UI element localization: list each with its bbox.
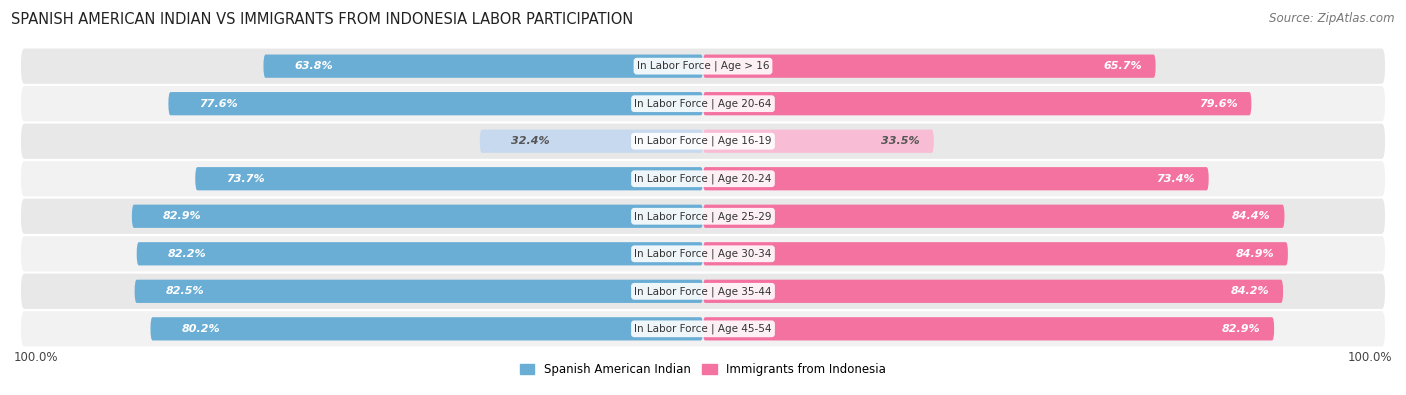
Text: 33.5%: 33.5% xyxy=(882,136,920,146)
Text: 73.7%: 73.7% xyxy=(226,174,264,184)
Text: 84.4%: 84.4% xyxy=(1232,211,1271,221)
Text: 79.6%: 79.6% xyxy=(1199,99,1237,109)
FancyBboxPatch shape xyxy=(132,205,703,228)
FancyBboxPatch shape xyxy=(21,161,1385,196)
FancyBboxPatch shape xyxy=(703,242,1288,265)
Text: In Labor Force | Age 16-19: In Labor Force | Age 16-19 xyxy=(634,136,772,147)
FancyBboxPatch shape xyxy=(703,92,1251,115)
FancyBboxPatch shape xyxy=(21,311,1385,346)
Text: 82.9%: 82.9% xyxy=(1222,324,1260,334)
Text: 84.9%: 84.9% xyxy=(1236,249,1274,259)
FancyBboxPatch shape xyxy=(21,86,1385,121)
Text: In Labor Force | Age 35-44: In Labor Force | Age 35-44 xyxy=(634,286,772,297)
FancyBboxPatch shape xyxy=(263,55,703,78)
Text: 82.5%: 82.5% xyxy=(166,286,204,296)
FancyBboxPatch shape xyxy=(21,199,1385,234)
Text: In Labor Force | Age 20-64: In Labor Force | Age 20-64 xyxy=(634,98,772,109)
Text: In Labor Force | Age 20-24: In Labor Force | Age 20-24 xyxy=(634,173,772,184)
Text: 80.2%: 80.2% xyxy=(181,324,221,334)
FancyBboxPatch shape xyxy=(195,167,703,190)
Text: In Labor Force | Age 45-54: In Labor Force | Age 45-54 xyxy=(634,324,772,334)
FancyBboxPatch shape xyxy=(21,124,1385,159)
FancyBboxPatch shape xyxy=(21,236,1385,271)
Text: SPANISH AMERICAN INDIAN VS IMMIGRANTS FROM INDONESIA LABOR PARTICIPATION: SPANISH AMERICAN INDIAN VS IMMIGRANTS FR… xyxy=(11,12,634,27)
FancyBboxPatch shape xyxy=(703,205,1285,228)
Text: 100.0%: 100.0% xyxy=(1347,351,1392,364)
Text: 63.8%: 63.8% xyxy=(294,61,333,71)
FancyBboxPatch shape xyxy=(703,130,934,153)
Text: 73.4%: 73.4% xyxy=(1156,174,1195,184)
Text: 82.2%: 82.2% xyxy=(167,249,207,259)
FancyBboxPatch shape xyxy=(703,317,1274,340)
FancyBboxPatch shape xyxy=(21,274,1385,309)
Text: 100.0%: 100.0% xyxy=(14,351,59,364)
Text: 32.4%: 32.4% xyxy=(510,136,550,146)
Text: 65.7%: 65.7% xyxy=(1104,61,1142,71)
Text: In Labor Force | Age > 16: In Labor Force | Age > 16 xyxy=(637,61,769,71)
FancyBboxPatch shape xyxy=(136,242,703,265)
FancyBboxPatch shape xyxy=(21,49,1385,84)
Text: In Labor Force | Age 25-29: In Labor Force | Age 25-29 xyxy=(634,211,772,222)
FancyBboxPatch shape xyxy=(135,280,703,303)
FancyBboxPatch shape xyxy=(703,280,1284,303)
Text: 77.6%: 77.6% xyxy=(200,99,238,109)
FancyBboxPatch shape xyxy=(703,167,1209,190)
FancyBboxPatch shape xyxy=(479,130,703,153)
Text: 84.2%: 84.2% xyxy=(1230,286,1270,296)
FancyBboxPatch shape xyxy=(150,317,703,340)
Text: Source: ZipAtlas.com: Source: ZipAtlas.com xyxy=(1270,12,1395,25)
Legend: Spanish American Indian, Immigrants from Indonesia: Spanish American Indian, Immigrants from… xyxy=(516,358,890,381)
Text: In Labor Force | Age 30-34: In Labor Force | Age 30-34 xyxy=(634,248,772,259)
FancyBboxPatch shape xyxy=(169,92,703,115)
Text: 82.9%: 82.9% xyxy=(163,211,201,221)
FancyBboxPatch shape xyxy=(703,55,1156,78)
